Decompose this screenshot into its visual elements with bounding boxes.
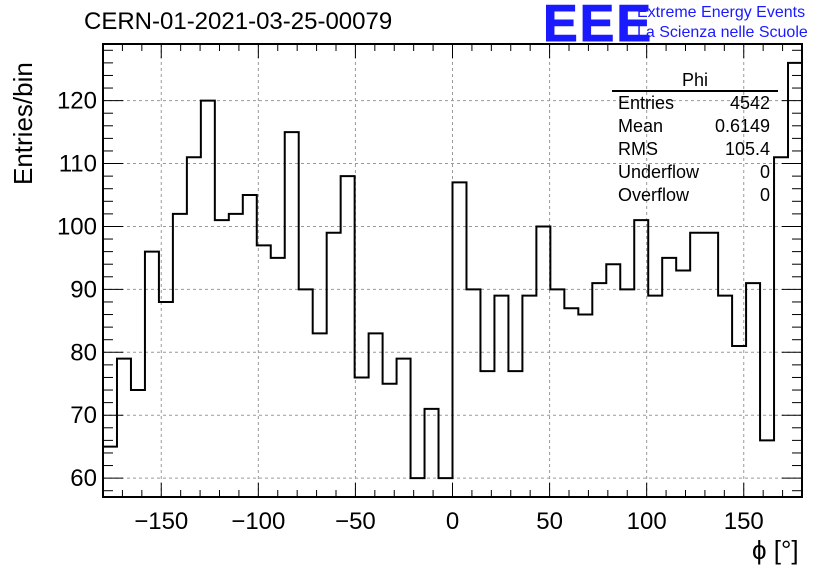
stats-value: 0 — [759, 162, 770, 182]
logo-line-1: Extreme Energy Events — [637, 4, 806, 21]
stats-row-mean: Mean 0.6149 — [612, 115, 778, 138]
y-tick-label: 100 — [57, 213, 97, 240]
y-axis-label: Entries/bin — [8, 62, 38, 185]
logo-mark: EEE — [542, 0, 654, 54]
stats-value: 105.4 — [724, 139, 770, 159]
y-tick-label: 90 — [70, 276, 97, 303]
x-axis-ticks: −150 −100 −50 0 50 100 150 — [102, 44, 803, 535]
stats-label: Overflow — [618, 185, 690, 205]
stats-value: 4542 — [729, 93, 770, 113]
y-tick-label: 110 — [59, 151, 97, 178]
x-tick-label: 50 — [536, 508, 563, 535]
x-tick-label: 0 — [446, 508, 459, 535]
stats-label: Underflow — [618, 162, 700, 182]
y-tick-label: 120 — [57, 88, 97, 115]
stats-label: Entries — [618, 93, 675, 113]
stats-value: 0 — [759, 185, 770, 205]
y-axis-ticks: 60 70 80 90 100 110 120 — [57, 49, 802, 492]
x-tick-label: −150 — [134, 508, 188, 535]
y-tick-label: 70 — [70, 402, 97, 429]
stats-label: RMS — [618, 139, 658, 159]
stats-label: Mean — [618, 116, 664, 136]
stats-title: Phi — [612, 70, 778, 92]
stats-row-overflow: Overflow 0 — [612, 184, 778, 207]
stats-value: 0.6149 — [714, 116, 770, 136]
x-tick-label: 150 — [724, 508, 764, 535]
plot-frame — [102, 43, 803, 498]
x-tick-label: −50 — [335, 508, 376, 535]
x-tick-label: −100 — [231, 508, 285, 535]
stats-row-underflow: Underflow 0 — [612, 161, 778, 184]
y-tick-label: 80 — [70, 339, 97, 366]
logo-line-2: La Scienza nelle Scuole — [637, 24, 808, 41]
x-axis-label: ϕ [°] — [752, 535, 799, 565]
stats-row-rms: RMS 105.4 — [612, 138, 778, 161]
stats-box: Phi Entries 4542 Mean 0.6149 RMS 105.4 U… — [612, 70, 778, 207]
stats-row-entries: Entries 4542 — [612, 92, 778, 115]
y-tick-label: 60 — [70, 465, 97, 492]
x-tick-label: 100 — [627, 508, 667, 535]
chart-title: CERN-01-2021-03-25-00079 — [84, 8, 393, 35]
histogram-line — [103, 61, 802, 480]
